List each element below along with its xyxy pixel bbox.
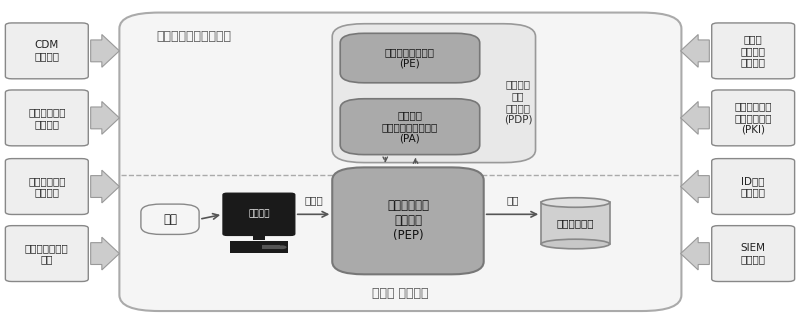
FancyArrow shape <box>90 34 119 67</box>
Text: SIEM
システム: SIEM システム <box>741 243 766 264</box>
FancyBboxPatch shape <box>119 13 682 311</box>
FancyBboxPatch shape <box>712 23 794 79</box>
FancyArrow shape <box>90 170 119 203</box>
Text: ID管理
システム: ID管理 システム <box>741 176 766 197</box>
Text: 脅威インテリ
ジェンス: 脅威インテリ ジェンス <box>28 176 66 197</box>
Text: CDM
システム: CDM システム <box>34 40 59 62</box>
FancyBboxPatch shape <box>332 24 535 163</box>
FancyBboxPatch shape <box>6 90 88 146</box>
FancyArrow shape <box>90 101 119 134</box>
Circle shape <box>277 245 286 249</box>
FancyBboxPatch shape <box>6 159 88 214</box>
Ellipse shape <box>541 198 610 207</box>
Text: ポリシー
決定
ポイント
(PDP): ポリシー 決定 ポイント (PDP) <box>504 80 532 124</box>
FancyBboxPatch shape <box>6 23 88 79</box>
Text: ポリシー
アドミニストレータ
(PA): ポリシー アドミニストレータ (PA) <box>382 110 438 143</box>
FancyArrow shape <box>681 34 710 67</box>
FancyBboxPatch shape <box>340 99 480 155</box>
FancyBboxPatch shape <box>6 226 88 281</box>
Text: データ
アクセス
ポリシー: データ アクセス ポリシー <box>741 34 766 68</box>
FancyArrow shape <box>681 237 710 270</box>
Text: ポリシーエンジン
(PE): ポリシーエンジン (PE) <box>385 47 435 69</box>
Text: 業界コンプラ
イアンス: 業界コンプラ イアンス <box>28 107 66 129</box>
FancyBboxPatch shape <box>541 203 610 244</box>
FancyBboxPatch shape <box>340 33 480 83</box>
Bar <box>262 245 281 249</box>
Text: ポリシー実施
ポイント
(PEP): ポリシー実施 ポイント (PEP) <box>387 199 429 242</box>
Text: 主体: 主体 <box>163 213 177 226</box>
FancyArrow shape <box>681 101 710 134</box>
FancyBboxPatch shape <box>712 90 794 146</box>
Text: 未信頼: 未信頼 <box>304 195 323 205</box>
FancyArrow shape <box>681 170 710 203</box>
FancyBboxPatch shape <box>223 193 294 235</box>
Text: システム: システム <box>248 210 270 219</box>
Bar <box>230 241 287 253</box>
FancyBboxPatch shape <box>712 226 794 281</box>
Text: コントロールプレーン: コントロールプレーン <box>157 30 232 43</box>
Text: 信頼: 信頼 <box>506 195 518 205</box>
Text: 公開インフラ
ストラクチャ
(PKI): 公開インフラ ストラクチャ (PKI) <box>734 101 772 135</box>
Text: データ プレーン: データ プレーン <box>372 287 428 300</box>
FancyBboxPatch shape <box>141 204 199 234</box>
FancyBboxPatch shape <box>712 159 794 214</box>
Bar <box>253 235 265 240</box>
Ellipse shape <box>541 239 610 249</box>
FancyArrow shape <box>90 237 119 270</box>
Text: アクティビティ
ログ: アクティビティ ログ <box>25 243 69 264</box>
FancyBboxPatch shape <box>332 167 484 274</box>
Text: 企業リソース: 企業リソース <box>557 218 594 228</box>
